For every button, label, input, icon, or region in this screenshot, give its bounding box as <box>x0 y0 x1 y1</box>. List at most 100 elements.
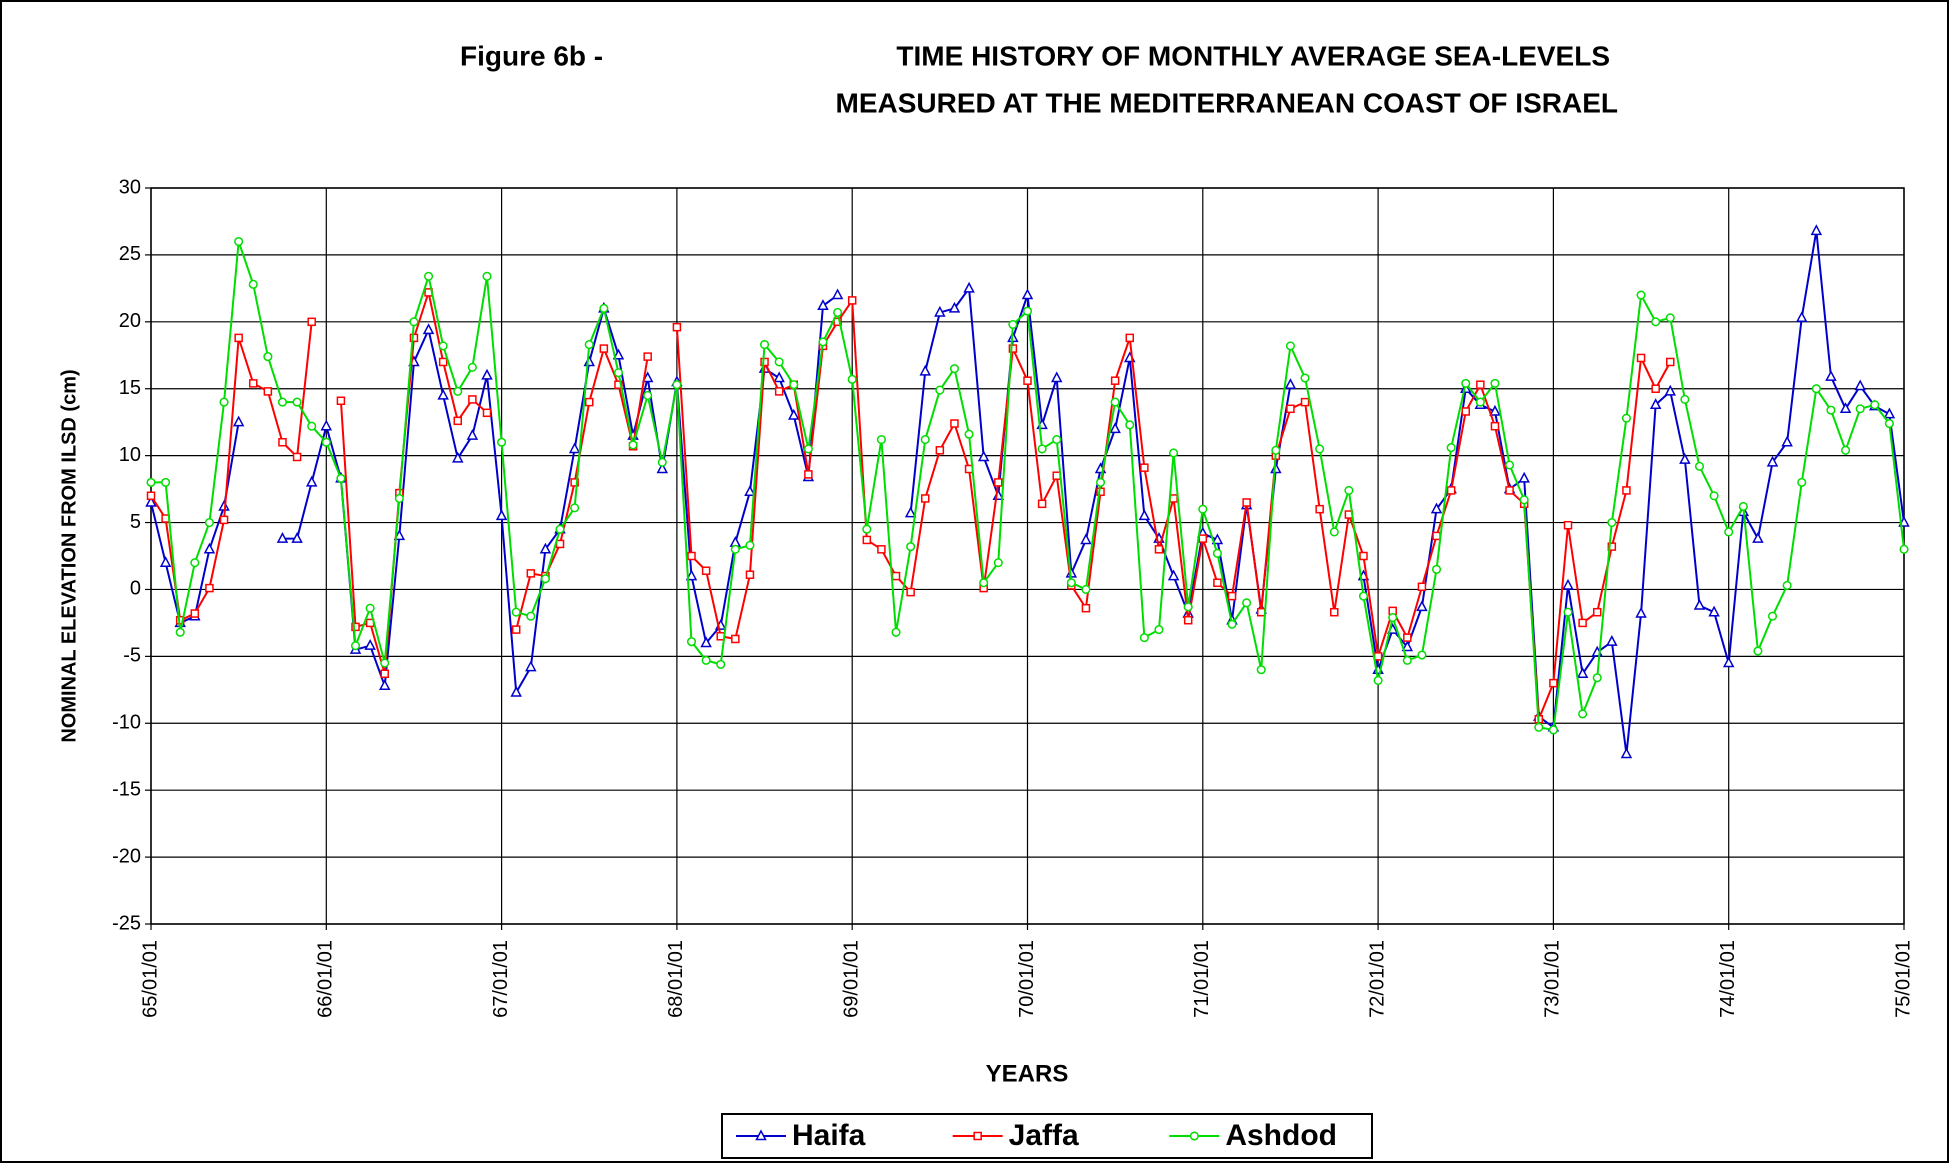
marker <box>1329 527 1339 537</box>
marker <box>438 357 448 367</box>
x-axis-title: YEARS <box>986 1060 1069 1087</box>
y-tick-label: 15 <box>119 377 141 399</box>
marker <box>788 408 800 420</box>
marker <box>1388 613 1398 623</box>
marker <box>145 495 157 507</box>
y-axis-title: NOMINAL ELEVATION FROM ILSD (cm) <box>58 369 80 742</box>
marker <box>1810 224 1823 236</box>
y-tick-label: 10 <box>119 444 141 466</box>
marker <box>1021 288 1034 300</box>
marker <box>453 416 463 426</box>
marker <box>351 622 360 632</box>
marker <box>831 288 844 300</box>
marker <box>745 540 755 550</box>
marker <box>701 655 711 665</box>
marker <box>380 658 390 668</box>
marker <box>1679 453 1691 464</box>
marker <box>1519 495 1529 505</box>
marker <box>555 539 565 549</box>
marker <box>159 556 172 567</box>
marker <box>276 532 289 543</box>
marker <box>1095 477 1106 487</box>
plot-frame <box>150 187 1905 925</box>
marker <box>466 428 479 440</box>
marker <box>1081 603 1091 613</box>
marker <box>539 542 552 554</box>
marker <box>1284 378 1297 389</box>
legend-label: Ashdod <box>1225 1119 1337 1152</box>
marker <box>1023 376 1032 385</box>
marker <box>1154 625 1164 635</box>
marker <box>422 323 435 335</box>
marker <box>481 368 493 380</box>
marker <box>1592 673 1602 683</box>
marker <box>1708 605 1720 617</box>
marker <box>438 341 448 351</box>
marker <box>1211 533 1224 545</box>
marker <box>511 625 521 634</box>
marker <box>847 296 857 305</box>
marker <box>424 271 434 281</box>
marker <box>364 639 376 650</box>
marker <box>1767 611 1778 621</box>
marker <box>1825 370 1837 381</box>
marker <box>234 333 243 343</box>
marker <box>453 386 463 396</box>
marker <box>700 636 712 648</box>
marker <box>1549 678 1558 688</box>
marker <box>876 435 886 445</box>
marker <box>1606 635 1618 646</box>
marker <box>1899 544 1909 554</box>
marker <box>656 462 669 474</box>
legend-label: Haifa <box>792 1119 866 1152</box>
marker <box>146 477 156 487</box>
marker <box>1781 435 1793 447</box>
marker <box>1592 607 1602 617</box>
marker <box>1826 405 1836 415</box>
marker <box>1548 725 1558 735</box>
marker <box>291 532 303 543</box>
marker <box>1752 532 1764 543</box>
marker <box>716 659 726 669</box>
marker <box>1212 548 1222 558</box>
y-tick-label: 20 <box>119 310 141 332</box>
marker <box>1766 455 1779 467</box>
marker <box>641 371 654 383</box>
marker <box>1008 344 1018 353</box>
marker <box>1110 397 1120 407</box>
marker <box>1489 404 1501 416</box>
marker <box>526 569 536 578</box>
y-tick-label: -10 <box>112 712 141 734</box>
marker <box>1402 655 1412 665</box>
marker <box>482 271 492 281</box>
marker <box>1344 485 1354 495</box>
marker <box>1285 341 1295 351</box>
marker <box>1052 435 1062 445</box>
marker <box>1795 311 1808 323</box>
marker <box>292 452 302 462</box>
marker <box>540 574 550 584</box>
marker <box>904 506 917 518</box>
marker <box>1694 461 1705 471</box>
marker <box>393 529 406 541</box>
marker <box>1753 646 1763 656</box>
marker <box>1359 551 1368 561</box>
marker <box>745 570 755 579</box>
marker <box>278 438 287 447</box>
marker <box>1138 509 1151 521</box>
legend-item: Haifa <box>736 1119 866 1152</box>
marker <box>1563 520 1573 530</box>
marker <box>248 279 258 289</box>
x-tick-label: 74/01/01 <box>1717 940 1739 1018</box>
marker <box>307 317 316 327</box>
marker <box>1286 404 1295 414</box>
y-tick-label: -15 <box>112 778 141 800</box>
marker <box>1841 445 1851 455</box>
marker <box>336 473 346 483</box>
marker <box>862 524 872 534</box>
marker <box>643 352 652 361</box>
marker <box>1636 353 1646 363</box>
y-tick-label: 25 <box>119 243 141 265</box>
